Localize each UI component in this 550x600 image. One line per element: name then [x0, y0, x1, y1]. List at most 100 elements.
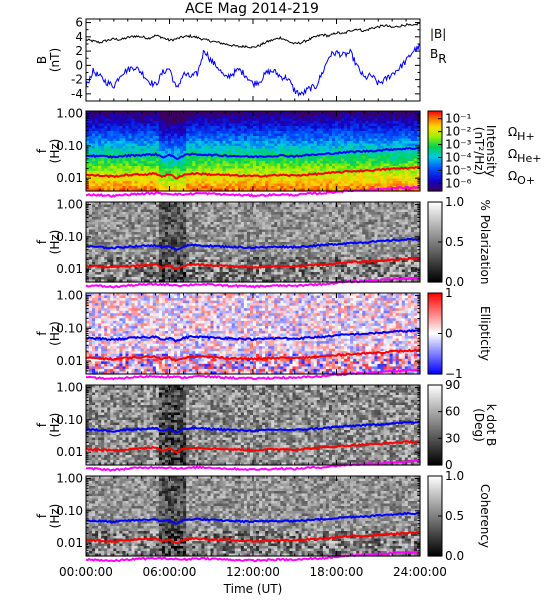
heatmap-cell: [167, 181, 172, 185]
heatmap-cell: [198, 158, 202, 162]
heatmap-cell: [125, 113, 130, 117]
heatmap-cell: [92, 161, 96, 165]
heatmap-cell: [146, 126, 151, 130]
heatmap-cell: [113, 136, 117, 140]
heatmap-cell: [189, 143, 193, 147]
heatmap-cell: [98, 118, 102, 122]
heatmap-cell: [131, 143, 136, 147]
heatmap-cell: [152, 148, 157, 152]
heatmap-cell: [137, 116, 142, 120]
heatmap-cell: [128, 111, 133, 115]
heatmap-cell: [137, 171, 142, 175]
heatmap-cell: [110, 111, 114, 115]
heatmap-cell: [128, 133, 133, 137]
heatmap-cell: [92, 166, 96, 170]
heatmap-cell: [104, 146, 108, 150]
heatmap-cell: [116, 126, 120, 130]
heatmap-cell: [158, 118, 163, 122]
heatmap-cell: [201, 181, 206, 185]
heatmap-cell: [171, 158, 175, 162]
heatmap-cell: [204, 123, 209, 127]
heatmap-cell: [131, 136, 136, 140]
heatmap-cell: [180, 128, 184, 132]
heatmap-cell: [186, 163, 190, 167]
heatmap-cell: [204, 131, 209, 135]
heatmap-cell: [180, 136, 184, 140]
heatmap-cell: [186, 158, 190, 162]
heatmap-cell: [177, 123, 181, 127]
heatmap-cell: [195, 121, 199, 125]
heatmap-cell: [125, 133, 130, 137]
heatmap-cell: [201, 118, 206, 122]
heatmap-cell: [174, 153, 178, 157]
heatmap-cell: [155, 131, 160, 135]
heatmap-cell: [146, 113, 151, 117]
heatmap-cell: [204, 181, 209, 185]
heatmap-cell: [174, 143, 178, 147]
heatmap-cell: [152, 158, 157, 162]
heatmap-cell: [204, 126, 209, 130]
heatmap-cell: [95, 166, 99, 170]
heatmap-cell: [177, 178, 181, 182]
heatmap-cell: [107, 126, 111, 130]
heatmap-cell: [89, 163, 93, 167]
heatmap-cell: [86, 121, 90, 125]
heatmap-cell: [131, 126, 136, 130]
heatmap-cell: [128, 171, 133, 175]
heatmap-cell: [180, 116, 184, 120]
heatmap-cell: [201, 188, 206, 192]
heatmap-cell: [180, 168, 184, 172]
heatmap-cell: [95, 121, 99, 125]
heatmap-cell: [122, 161, 127, 165]
heatmap-cell: [134, 173, 139, 177]
heatmap-cell: [89, 146, 93, 150]
heatmap-cell: [155, 146, 160, 150]
heatmap-cell: [86, 158, 90, 162]
heatmap-cell: [158, 163, 163, 167]
heatmap-cell: [161, 136, 166, 140]
heatmap-cell: [101, 158, 105, 162]
heatmap-cell: [180, 153, 184, 157]
heatmap-cell: [95, 161, 99, 165]
heatmap-cell: [116, 116, 120, 120]
heatmap-cell: [113, 186, 117, 190]
heatmap-cell: [104, 141, 108, 145]
heatmap-cell: [104, 156, 108, 160]
heatmap-cell: [110, 186, 114, 190]
heatmap-cell: [110, 151, 114, 155]
heatmap-cell: [107, 161, 111, 165]
heatmap-cell: [137, 121, 142, 125]
heatmap-cell: [164, 166, 169, 170]
heatmap-cell: [140, 186, 145, 190]
heatmap-cell: [177, 113, 181, 117]
heatmap-cell: [180, 148, 184, 152]
heatmap-cell: [183, 151, 187, 155]
heatmap-cell: [201, 113, 206, 117]
heatmap-cell: [92, 186, 96, 190]
heatmap-cell: [101, 136, 105, 140]
heatmap-cell: [189, 176, 193, 180]
heatmap-cell: [140, 128, 145, 132]
heatmap-cell: [177, 131, 181, 135]
heatmap-cell: [195, 138, 199, 142]
heatmap-cell: [134, 121, 139, 125]
heatmap-cell: [92, 156, 96, 160]
heatmap-cell: [110, 168, 114, 172]
heatmap-cell: [186, 133, 190, 137]
heatmap-cell: [116, 163, 120, 167]
heatmap-cell: [110, 158, 114, 162]
heatmap-cell: [137, 133, 142, 137]
heatmap-cell: [186, 171, 190, 175]
heatmap-cell: [198, 121, 202, 125]
heatmap-cell: [143, 148, 148, 152]
heatmap-cell: [86, 126, 90, 130]
heatmap-cell: [95, 158, 99, 162]
heatmap-cell: [86, 118, 90, 122]
heatmap-cell: [119, 168, 124, 172]
heatmap-cell: [119, 133, 124, 137]
heatmap-cell: [198, 188, 202, 192]
heatmap-cell: [119, 118, 124, 122]
heatmap-cell: [171, 136, 175, 140]
heatmap-cell: [86, 131, 90, 135]
heatmap-cell: [152, 163, 157, 167]
